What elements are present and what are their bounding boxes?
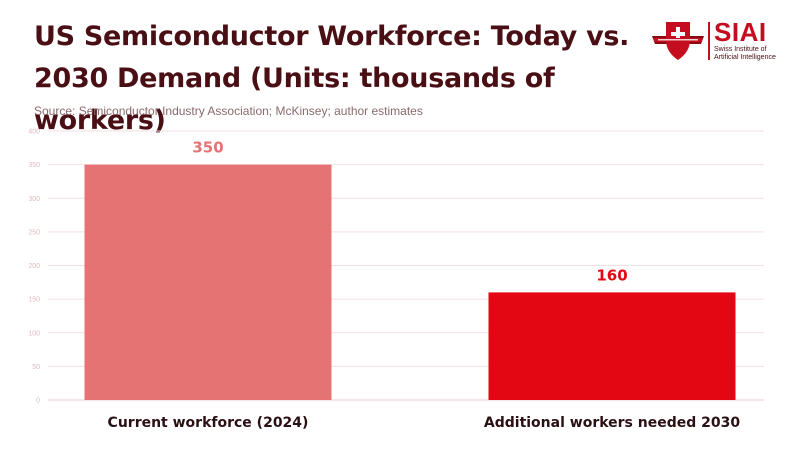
x-category-label: Current workforce (2024) (108, 415, 309, 431)
y-tick-label: 200 (28, 263, 40, 270)
y-tick-label: 150 (28, 297, 40, 304)
logo-text: SIAI Swiss Institute of Artificial Intel… (714, 18, 776, 62)
shield-icon (652, 22, 704, 60)
bar (84, 164, 332, 400)
data-label: 350 (192, 139, 223, 157)
logo-subtitle-line1: Swiss Institute of (714, 46, 767, 53)
siai-logo: SIAI Swiss Institute of Artificial Intel… (646, 18, 776, 64)
y-tick-label: 50 (32, 364, 40, 371)
logo-acronym: SIAI (714, 17, 767, 47)
bar (488, 292, 736, 400)
chart-title: US Semiconductor Workforce: Today vs. 20… (34, 21, 630, 136)
y-tick-label: 300 (28, 196, 40, 203)
y-tick-label: 250 (28, 229, 40, 236)
logo-divider (708, 22, 710, 60)
y-tick-label: 350 (28, 162, 40, 169)
data-label: 160 (596, 266, 627, 284)
y-tick-label: 100 (28, 330, 40, 337)
x-category-label: Additional workers needed 2030 (484, 415, 740, 431)
source-note: Source: Semiconductor Industry Associati… (34, 104, 423, 118)
y-tick-label: 400 (28, 129, 40, 136)
logo-subtitle-line2: Artificial Intelligence (714, 54, 776, 61)
y-tick-label: 0 (36, 398, 40, 405)
